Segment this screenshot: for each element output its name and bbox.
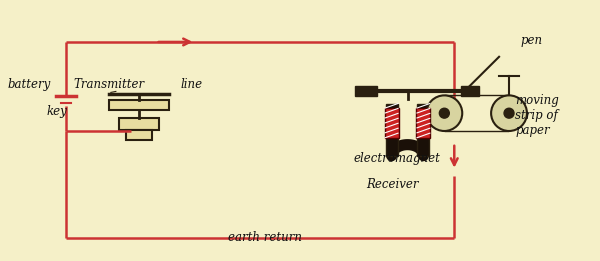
Bar (385, 108, 398, 138)
Circle shape (504, 108, 514, 118)
Text: earth return: earth return (229, 231, 302, 244)
Circle shape (427, 95, 462, 131)
Text: battery: battery (7, 78, 50, 91)
Bar (119, 118, 158, 130)
Text: electromagnet: electromagnet (354, 152, 440, 165)
Text: pen: pen (521, 34, 543, 47)
Bar (416, 108, 430, 138)
Bar (461, 86, 479, 96)
Bar (109, 100, 169, 110)
Text: moving
strip of
paper: moving strip of paper (515, 93, 559, 137)
Text: Receiver: Receiver (365, 178, 418, 191)
Bar (355, 86, 377, 96)
Bar (126, 130, 152, 140)
Circle shape (491, 95, 527, 131)
Text: Transmitter: Transmitter (73, 78, 144, 91)
Bar (418, 104, 430, 156)
Bar (386, 104, 398, 156)
Text: key: key (46, 105, 67, 118)
Text: line: line (181, 78, 203, 91)
Circle shape (439, 108, 449, 118)
